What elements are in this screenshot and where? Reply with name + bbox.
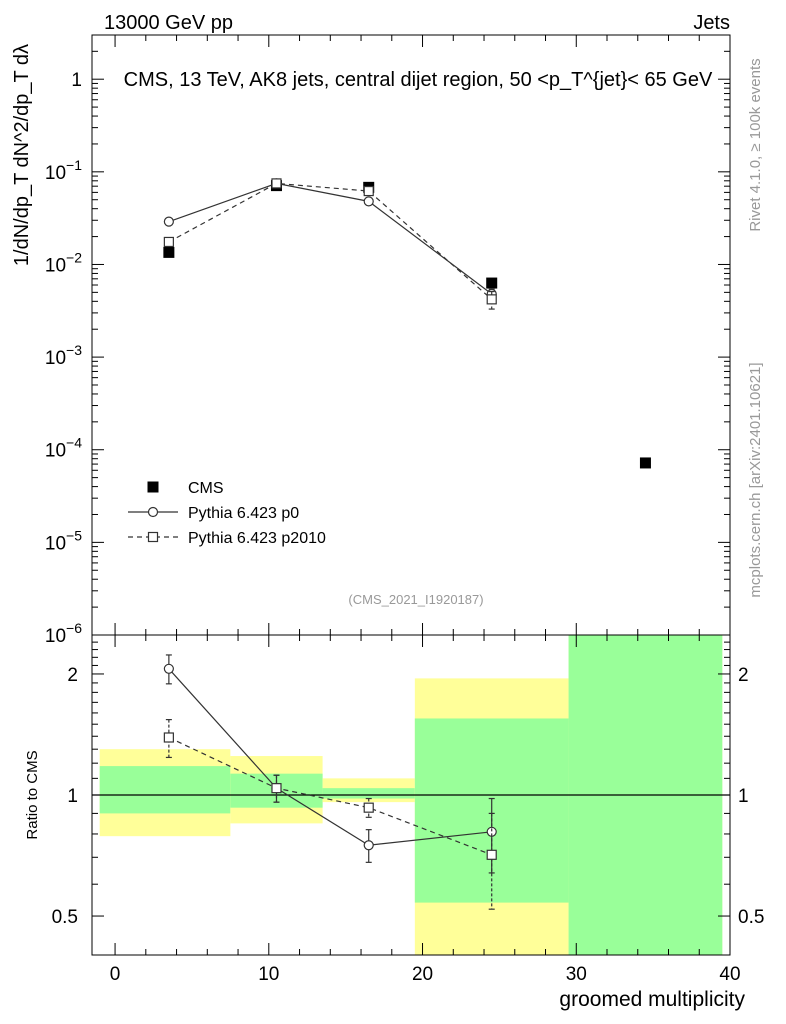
ratio-pythia-p2010-point xyxy=(163,732,174,743)
upper-panel: 10−6 10−5 10−4 10−3 10−2 10−1 1 CMS, 13 TeV, A… xyxy=(11,34,731,647)
pythia-p2010-point xyxy=(363,185,374,197)
cms-data-point xyxy=(163,246,175,258)
uncertainty-band-green xyxy=(322,788,415,799)
lower-y-tick-label-left: 0.5 xyxy=(52,907,78,928)
lower-panel: 0 10 20 30 40 0.5 0.5 1 1 2 2 Ratio to CMS groomed… xyxy=(24,634,764,1011)
ratio-pythia-p2010-point xyxy=(363,802,374,813)
mcplots-label: mcplots.cern.ch [arXiv:2401.10621] xyxy=(747,362,764,597)
x-tick-label: 30 xyxy=(566,964,587,985)
pythia-p2010-point xyxy=(486,294,497,305)
pythia-p2010-point xyxy=(271,178,282,189)
lower-y-tick-label-right: 0.5 xyxy=(738,907,764,928)
lower-y-tick-label-right: 1 xyxy=(738,786,749,807)
upper-y-tick-label: 10−6 xyxy=(45,620,82,647)
x-tick-label: 0 xyxy=(110,964,121,985)
ratio-pythia-p2010-point xyxy=(486,849,497,860)
upper-y-tick-label: 10−3 xyxy=(45,342,82,369)
x-axis-label: groomed multiplicity xyxy=(559,988,745,1011)
x-tick-label: 10 xyxy=(258,964,279,985)
lower-ylabel: Ratio to CMS xyxy=(24,750,41,839)
legend-cms-label: CMS xyxy=(188,480,224,497)
lower-y-tick-label-right: 2 xyxy=(738,665,749,686)
rivet-label: Rivet 4.1.0, ≥ 100k events xyxy=(747,58,764,231)
upper-title: CMS, 13 TeV, AK8 jets, central dijet reg… xyxy=(124,69,713,91)
ratio-pythia-p2010-point xyxy=(271,783,282,794)
ratio-pythia-p0-point xyxy=(363,840,374,851)
pythia-p0-point xyxy=(363,196,374,207)
uncertainty-band-green xyxy=(99,766,231,814)
upper-watermark: (CMS_2021_I1920187) xyxy=(348,592,483,607)
pythia-p2010-point xyxy=(163,236,174,248)
cms-data-point xyxy=(639,457,651,469)
ratio-pythia-p0-line xyxy=(168,668,492,846)
lower-y-tick-label-left: 1 xyxy=(67,786,78,807)
lower-y-tick-label-left: 2 xyxy=(67,665,78,686)
upper-y-tick-label: 10−1 xyxy=(45,157,82,184)
header-right: Jets xyxy=(693,12,730,34)
pythia-p2010-line xyxy=(168,182,493,300)
legend-pythia-p0-label: Pythia 6.423 p0 xyxy=(188,505,299,522)
legend-pythia-p2010-label: Pythia 6.423 p2010 xyxy=(188,530,326,547)
pythia-p0-point xyxy=(163,216,174,227)
upper-y-tick-label: 1 xyxy=(71,70,82,91)
legend: CMS Pythia 6.423 p0 Pythia 6.423 p2010 xyxy=(128,480,326,547)
header-left: 13000 GeV pp xyxy=(104,12,233,34)
legend-pythia-p0-marker xyxy=(147,506,159,518)
upper-ylabel: 1/dN/dp_T dN^2/dp_T dλ xyxy=(11,44,33,266)
x-tick-label: 40 xyxy=(719,964,740,985)
legend-pythia-p2010-marker xyxy=(147,531,159,543)
legend-cms-marker xyxy=(147,481,159,493)
cms-data-point xyxy=(486,277,498,289)
upper-y-tick-label: 10−4 xyxy=(45,435,82,462)
upper-y-tick-label: 10−5 xyxy=(45,527,82,554)
upper-y-tick-label: 10−2 xyxy=(45,249,82,276)
x-tick-label: 20 xyxy=(412,964,433,985)
ratio-pythia-p2010-line xyxy=(168,736,492,856)
pythia-p0-line xyxy=(168,182,493,295)
ratio-pythia-p0-point xyxy=(163,663,174,674)
